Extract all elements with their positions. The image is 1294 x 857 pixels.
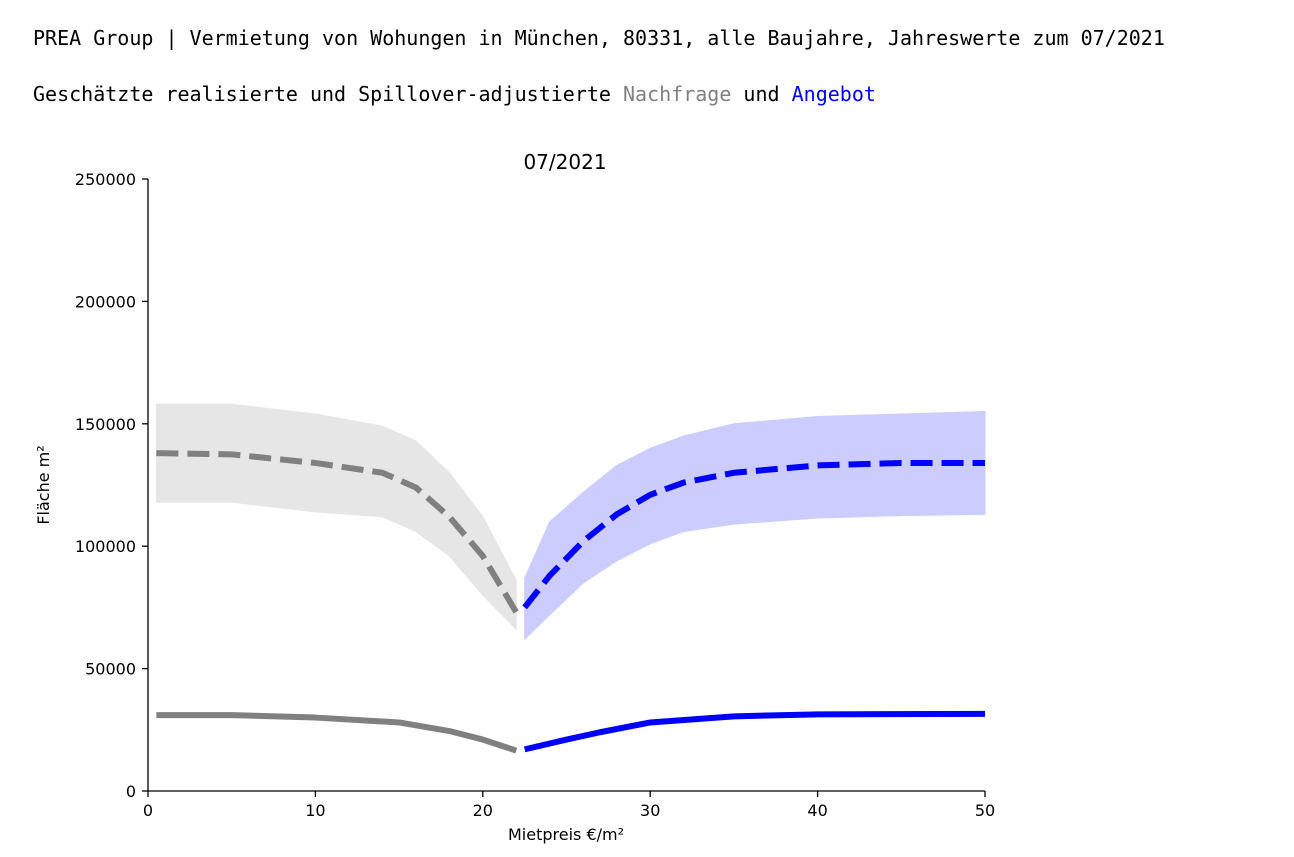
y-tick-label: 100000	[75, 537, 136, 556]
y-tick-label: 0	[126, 782, 136, 801]
x-tick-label: 0	[143, 801, 153, 820]
page-title: PREA Group | Vermietung von Wohungen in …	[33, 26, 1165, 50]
confidence-bands	[155, 403, 986, 641]
y-tick-label: 200000	[75, 292, 136, 311]
nachfrage-confidence-band	[155, 403, 517, 631]
x-axis-label: Mietpreis €/m²	[508, 825, 624, 844]
x-tick-label: 30	[640, 801, 660, 820]
y-tick-label: 50000	[85, 660, 136, 679]
nachfrage-realized-line	[156, 712, 518, 754]
x-tick-label: 50	[975, 801, 995, 820]
nachfrage-adjusted-line	[156, 450, 519, 614]
x-tick-label: 40	[807, 801, 827, 820]
subtitle-angebot-label: Angebot	[791, 82, 876, 106]
angebot-confidence-band	[524, 411, 986, 641]
subtitle-nachfrage-label: Nachfrage	[623, 82, 732, 106]
chart-title: 07/2021	[523, 150, 606, 174]
subtitle-und: und	[731, 82, 792, 106]
angebot-realized-line	[523, 710, 986, 753]
page-subtitle: Geschätzte realisierte und Spillover-adj…	[33, 82, 876, 106]
x-tick-label: 10	[305, 801, 325, 820]
subtitle-prefix: Geschätzte realisierte und Spillover-adj…	[33, 82, 624, 106]
x-tick-label: 20	[473, 801, 493, 820]
series-lines	[156, 450, 986, 754]
y-tick-label: 150000	[75, 415, 136, 434]
axes: 0 10 20 30 40 50 0 50000 100000 150000 200000 25000…	[75, 170, 995, 820]
y-axis-label: Fläche m²	[34, 445, 53, 524]
y-tick-label: 250000	[75, 170, 136, 189]
angebot-adjusted-line	[522, 459, 985, 610]
